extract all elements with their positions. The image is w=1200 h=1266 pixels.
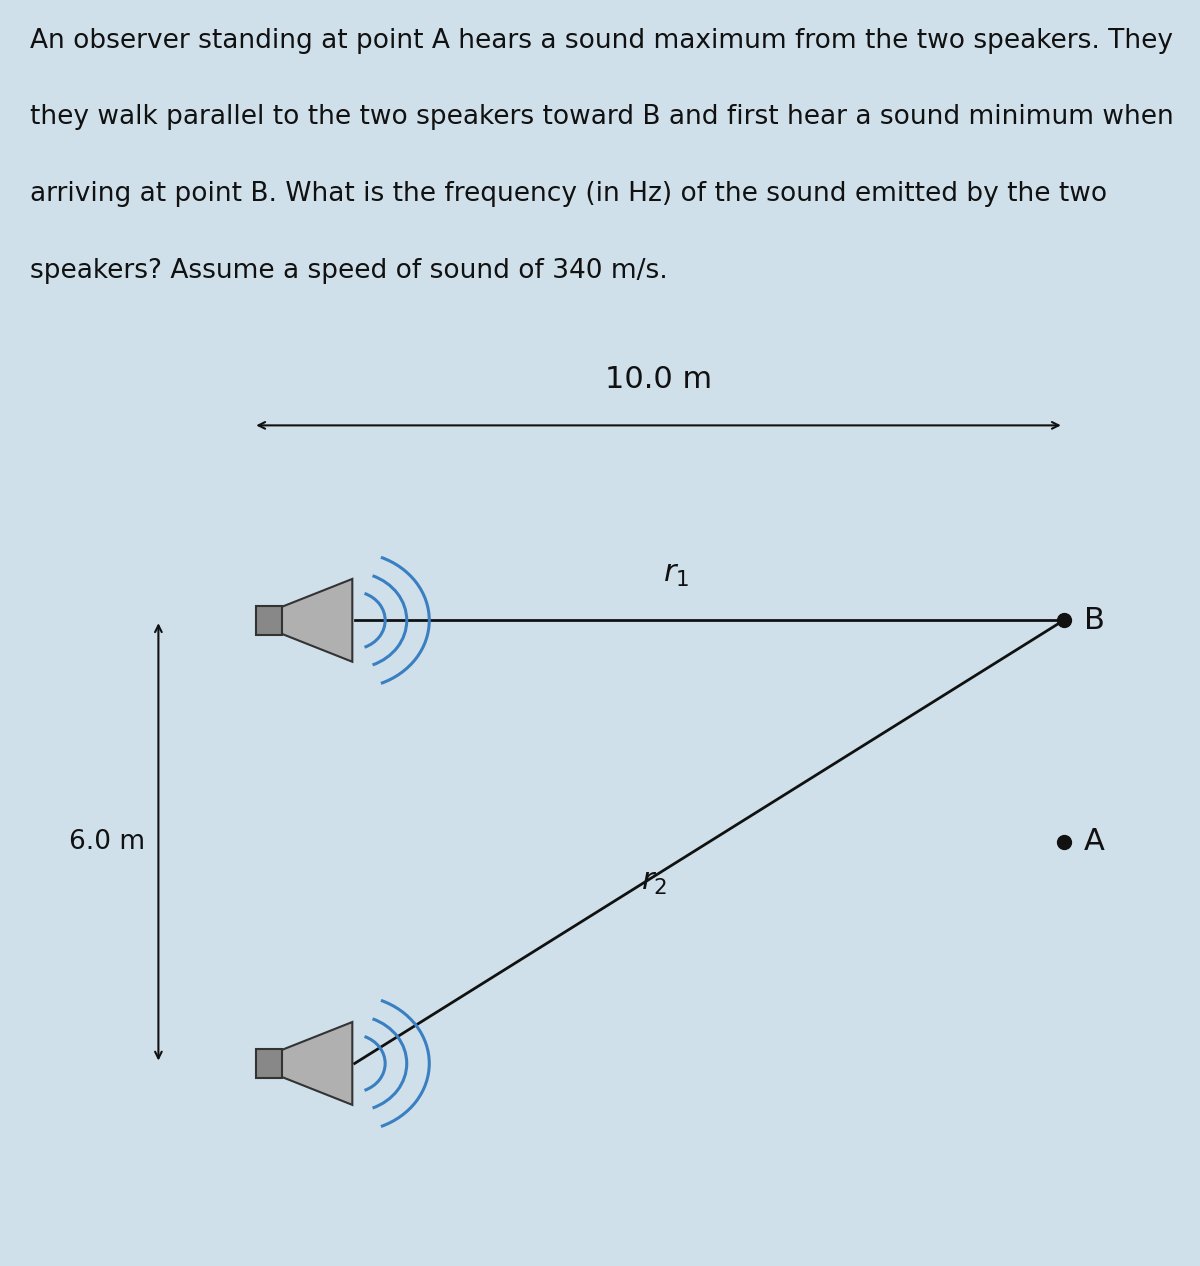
Polygon shape bbox=[256, 606, 282, 634]
Text: $r_2$: $r_2$ bbox=[641, 868, 667, 898]
Text: $r_1$: $r_1$ bbox=[662, 561, 689, 590]
Text: A: A bbox=[1084, 828, 1104, 856]
Polygon shape bbox=[256, 1050, 282, 1077]
Text: speakers? Assume a speed of sound of 340 m/s.: speakers? Assume a speed of sound of 340… bbox=[30, 258, 667, 284]
Text: they walk parallel to the two speakers toward B and first hear a sound minimum w: they walk parallel to the two speakers t… bbox=[30, 105, 1174, 130]
Text: 6.0 m: 6.0 m bbox=[70, 829, 145, 855]
Text: An observer standing at point A hears a sound maximum from the two speakers. The: An observer standing at point A hears a … bbox=[30, 28, 1174, 54]
Polygon shape bbox=[282, 579, 353, 662]
Text: B: B bbox=[1084, 606, 1104, 634]
Text: arriving at point B. What is the frequency (in Hz) of the sound emitted by the t: arriving at point B. What is the frequen… bbox=[30, 181, 1108, 208]
Polygon shape bbox=[282, 1022, 353, 1105]
Text: 10.0 m: 10.0 m bbox=[605, 366, 712, 395]
